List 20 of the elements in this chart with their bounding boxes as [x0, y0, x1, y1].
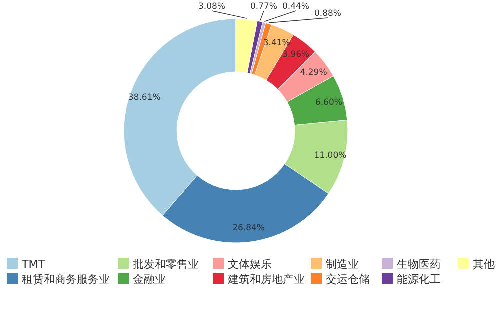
data-label: 6.60%	[316, 98, 343, 108]
legend-label: 租赁和商务服务业	[22, 273, 110, 286]
legend-label: 交运仓储	[326, 273, 370, 286]
data-label: 3.96%	[282, 50, 310, 60]
legend-label: 生物医药	[397, 258, 441, 271]
legend-label: 批发和零售业	[133, 258, 199, 271]
legend-label: 其他	[473, 258, 495, 271]
legend-label: 金融业	[133, 273, 166, 286]
data-label: 38.61%	[128, 92, 161, 103]
data-label: 0.77%	[250, 2, 278, 12]
data-label: 4.29%	[300, 68, 328, 78]
data-label: 0.44%	[282, 2, 310, 12]
data-label: 3.08%	[198, 2, 226, 12]
legend-label: 制造业	[326, 258, 359, 271]
data-label: 26.84%	[232, 224, 265, 234]
legend-label: 能源化工	[397, 273, 441, 286]
legend-label: TMT	[21, 258, 46, 271]
legend-label: 文体娱乐	[228, 258, 272, 271]
legend-label: 建筑和房地产业	[227, 273, 305, 286]
data-label: 0.88%	[314, 9, 342, 19]
